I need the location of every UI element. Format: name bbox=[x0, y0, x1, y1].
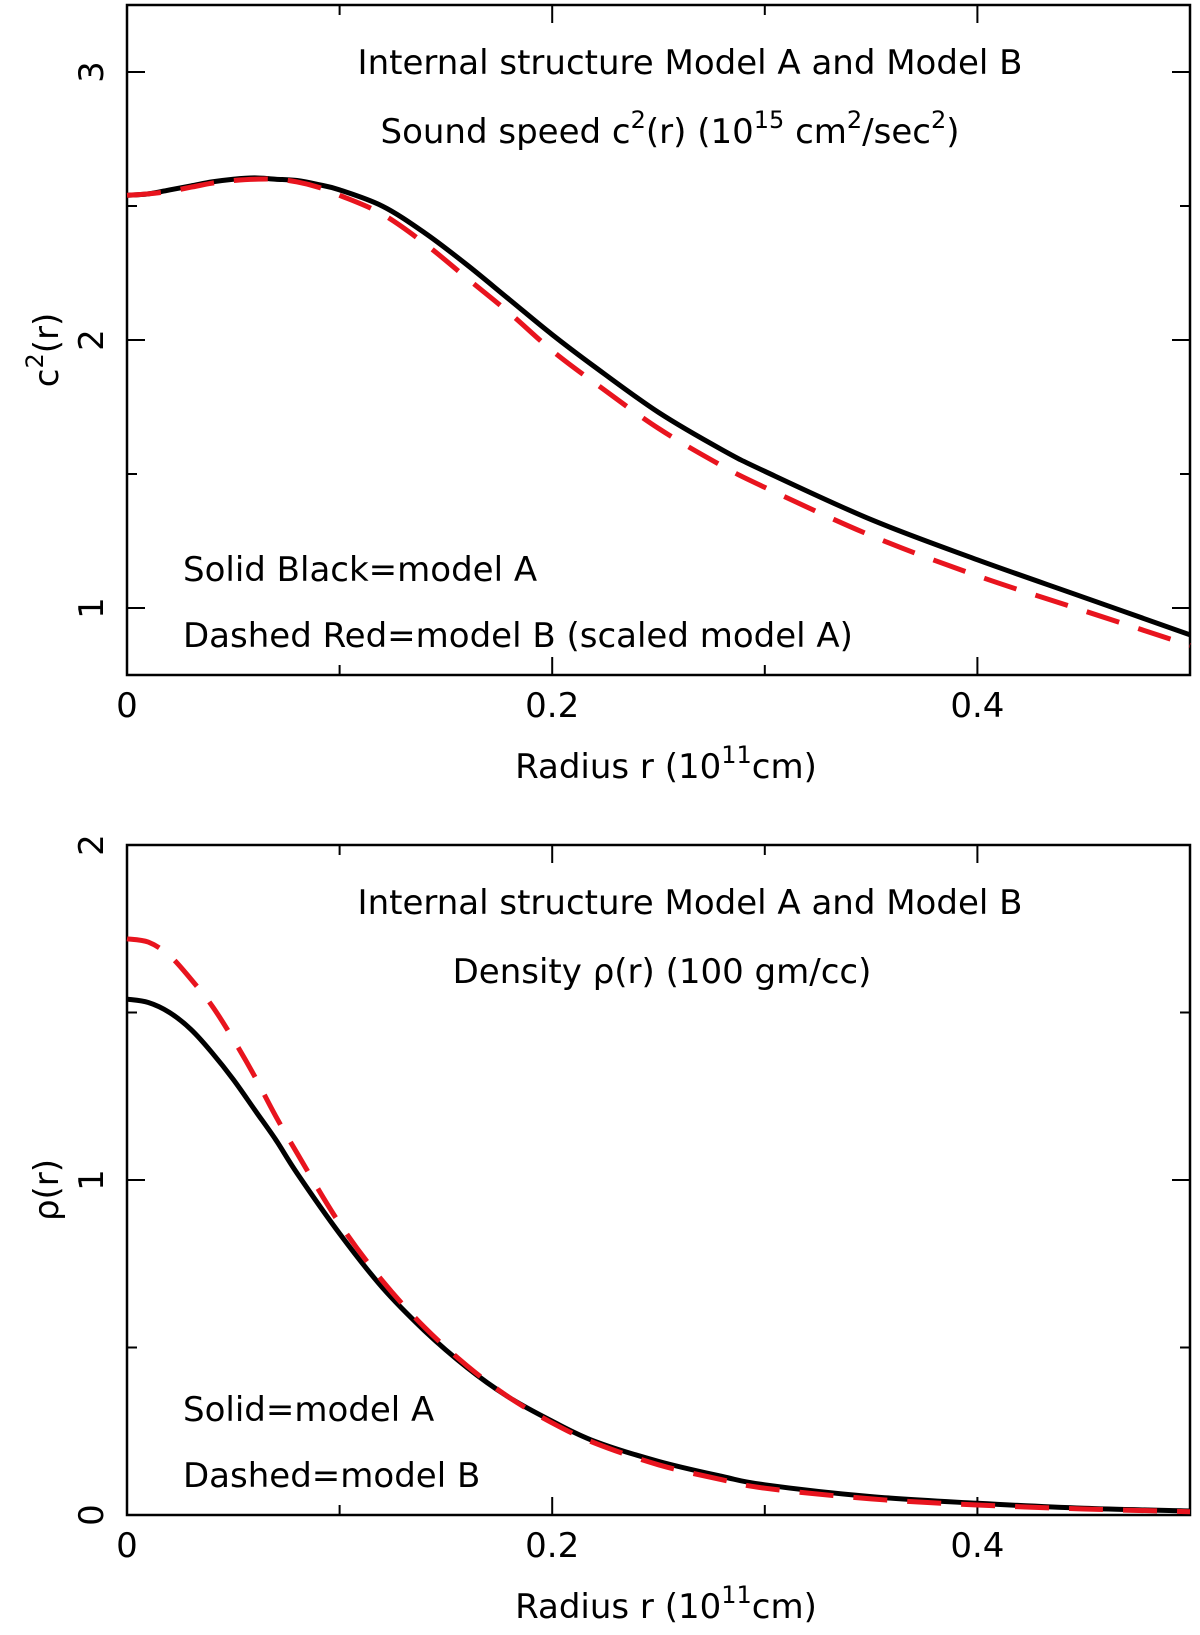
series-group bbox=[126, 175, 1191, 648]
annotation-model-b: Dashed=model B bbox=[183, 1456, 480, 1496]
series-group bbox=[126, 936, 1191, 1515]
chart-subtitle: Density ρ(r) (100 gm/cc) bbox=[453, 952, 872, 992]
series-line-model-b bbox=[126, 176, 1191, 648]
x-tick-label: 0 bbox=[116, 686, 138, 726]
x-tick-label: 0.2 bbox=[525, 1526, 579, 1566]
y-tick-label: 2 bbox=[72, 329, 112, 351]
y-axis-label: ρ(r) bbox=[27, 1159, 67, 1221]
chart-title: Internal structure Model A and Model B bbox=[358, 43, 1023, 83]
x-axis-label: Radius r (1011cm) bbox=[515, 741, 817, 787]
y-tick-label: 1 bbox=[72, 1169, 112, 1191]
chart-title: Internal structure Model A and Model B bbox=[358, 883, 1023, 923]
x-tick-label: 0.2 bbox=[525, 686, 579, 726]
y-tick-label: 3 bbox=[72, 61, 112, 83]
y-tick-label: 1 bbox=[72, 597, 112, 619]
tick-labels: 0 0.2 0.4 0 1 2 bbox=[72, 834, 1004, 1566]
x-tick-label: 0.4 bbox=[950, 1526, 1004, 1566]
series-line-model-a bbox=[126, 996, 1191, 1514]
density-panel: 0 0.2 0.4 0 1 2 Internal structure Model A an… bbox=[27, 834, 1192, 1627]
x-tick-label: 0 bbox=[116, 1526, 138, 1566]
x-tick-label: 0.4 bbox=[950, 686, 1004, 726]
tick-marks bbox=[126, 5, 1190, 675]
tick-labels: 0 0.2 0.4 1 2 3 bbox=[72, 61, 1004, 726]
y-tick-label: 0 bbox=[72, 1504, 112, 1526]
sound-speed-panel: 0 0.2 0.4 1 2 3 Internal structure Model A an… bbox=[21, 3, 1192, 787]
x-axis-label: Radius r (1011cm) bbox=[515, 1581, 817, 1627]
annotation-model-a: Solid=model A bbox=[183, 1390, 434, 1430]
tick-marks bbox=[126, 844, 1190, 1516]
y-axis-label: c2(r) bbox=[21, 313, 67, 388]
y-tick-label: 2 bbox=[72, 834, 112, 856]
series-line-model-b bbox=[126, 936, 1191, 1515]
annotation-model-b: Dashed Red=model B (scaled model A) bbox=[183, 616, 853, 656]
chart-subtitle: Sound speed c2(r) (1015 cm2/sec2) bbox=[381, 106, 960, 152]
annotation-model-a: Solid Black=model A bbox=[183, 550, 537, 590]
